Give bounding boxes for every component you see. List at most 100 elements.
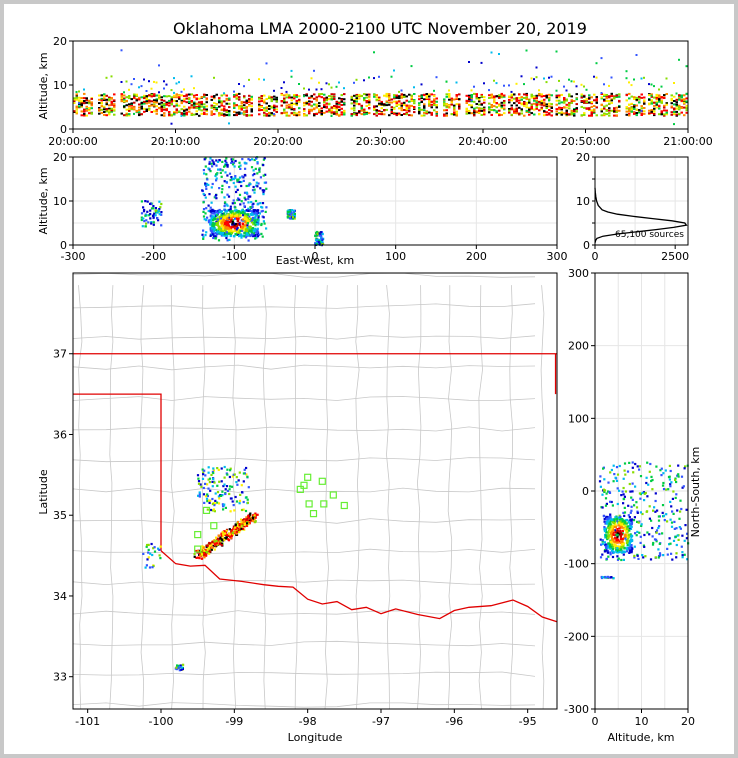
p1-source-cell <box>108 98 111 100</box>
p4-source-cell <box>176 664 179 667</box>
p2-source-cell <box>143 208 146 212</box>
p5-source-cell <box>666 520 669 523</box>
p5-source-cell <box>599 556 603 559</box>
p2-source-cell <box>202 201 205 204</box>
p1-source-cell <box>103 105 106 108</box>
p1-source-cell <box>158 97 161 100</box>
p4-source-cell <box>229 497 232 500</box>
p5-source-cell <box>670 552 673 555</box>
p2-source-cell <box>213 210 217 213</box>
p5-source-cell <box>621 542 624 545</box>
p5-source-cell <box>685 508 688 511</box>
p2-source-cell <box>249 206 252 209</box>
p5-source-cell <box>642 491 645 494</box>
p1-source-cell <box>170 103 173 105</box>
p5-source-cell <box>628 529 631 532</box>
p1-source-cell <box>455 94 458 96</box>
p2-source-cell <box>243 173 246 177</box>
p1-source-cell <box>145 90 148 92</box>
p1-source-cell <box>678 104 681 107</box>
p1-source-cell <box>470 89 473 92</box>
p5-source-cell <box>674 496 677 499</box>
p1-source-cell <box>580 105 583 108</box>
p1-source-cell <box>655 100 658 103</box>
p1-source-cell <box>165 95 168 98</box>
p2-source-cell <box>231 160 234 163</box>
p5-source-cell <box>618 464 621 468</box>
p4-source-cell <box>208 552 211 555</box>
p1-source-cell <box>418 98 421 101</box>
p2-source-cell <box>143 220 146 223</box>
county-boundary <box>72 272 536 278</box>
p5-source-cell <box>650 475 653 478</box>
p1-source-cell <box>75 96 78 99</box>
p4-ytick-label: 35 <box>53 509 67 522</box>
p1-source-cell <box>295 95 298 98</box>
p1-source-cell <box>385 100 388 103</box>
state-boundary <box>73 393 162 551</box>
p1-source-cell <box>105 108 108 111</box>
p1-source-cell <box>543 101 546 104</box>
p5-source-cell <box>648 517 651 520</box>
p5-source-cell <box>618 527 621 530</box>
p1-source-cell <box>320 96 323 99</box>
p4-source-cell <box>240 508 244 512</box>
p5-source-cell <box>616 555 619 558</box>
p5-source-cell <box>625 550 628 553</box>
p1-source-cell <box>270 100 273 103</box>
p2-source-cell <box>208 193 211 196</box>
p1-source-cell <box>178 96 181 99</box>
p1-source-cell <box>185 113 188 115</box>
p4-source-cell <box>211 485 214 488</box>
p1-source-cell <box>605 95 608 98</box>
p2-source-cell <box>318 242 321 246</box>
p4-source-cell <box>216 484 219 487</box>
p1-source-cell <box>325 106 328 109</box>
p2-source-cell <box>232 224 235 227</box>
p1-source-cell <box>373 106 376 109</box>
p1-source-cell <box>455 103 458 106</box>
p1-source-cell <box>650 109 653 111</box>
p1-source-cell <box>465 110 468 113</box>
p1-source-cell <box>673 95 676 98</box>
p2-source-cell <box>241 209 244 212</box>
p2-source-cell <box>152 216 155 219</box>
p1-source-cell <box>628 103 631 106</box>
p1-source-cell <box>580 93 583 96</box>
p1-source-cell <box>433 89 435 92</box>
p1-source-cell <box>458 104 461 107</box>
p5-source-cell <box>621 518 624 521</box>
p5-ytick-label: 300 <box>568 267 589 280</box>
p1-source-cell <box>428 98 431 101</box>
p2-source-cell <box>238 193 242 196</box>
p1-source-cell <box>400 106 403 109</box>
p5-source-cell <box>639 541 642 544</box>
p1-source-cell <box>538 100 541 103</box>
p1-source-cell <box>328 95 331 97</box>
p4-source-cell <box>243 523 246 526</box>
p1-source-cell <box>100 108 103 111</box>
p1-source-cell <box>275 111 278 113</box>
p2-source-cell <box>203 172 206 175</box>
p2-source-cell <box>248 159 252 162</box>
p4-source-cell <box>227 538 230 541</box>
p1-source-cell <box>163 95 166 98</box>
p4-source-cell <box>243 528 246 531</box>
p1-source-cell <box>405 106 408 109</box>
p1-source-cell <box>510 113 513 116</box>
p2-source-cell <box>320 237 323 240</box>
p1-source-cell <box>535 97 538 99</box>
p1-source-cell <box>338 102 341 105</box>
p1-source-cell <box>510 99 513 102</box>
p5-source-cell <box>609 525 612 528</box>
p2-source-cell <box>241 222 244 225</box>
p1-source-cell <box>143 100 146 103</box>
p1-source-cell <box>423 98 426 101</box>
p1-source-cell <box>398 112 401 115</box>
p4-source-cell <box>204 548 207 551</box>
p1-source-cell <box>665 102 668 105</box>
p4-source-cell <box>213 548 216 551</box>
p1-source-cell <box>475 106 478 109</box>
p1-source-cell <box>448 93 451 95</box>
p1-source-cell <box>233 107 236 109</box>
